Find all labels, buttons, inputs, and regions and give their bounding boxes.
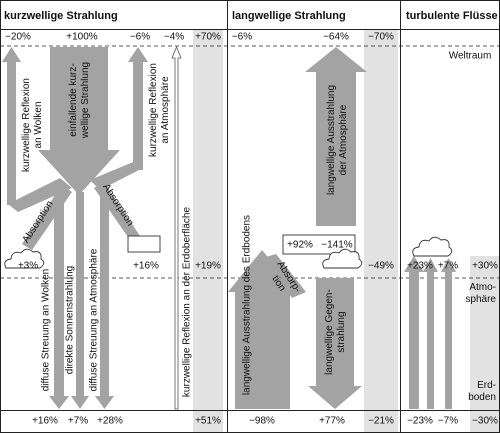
shaded-column bbox=[364, 30, 398, 433]
bottom-value: +7% bbox=[68, 416, 88, 427]
cloud bbox=[412, 236, 453, 257]
value-label: +7% bbox=[438, 261, 458, 272]
label-line: langwellige Ausstrahlung bbox=[326, 85, 337, 195]
label: diffuse Streuung an Atmosphäre bbox=[89, 248, 100, 391]
value-label: +23% bbox=[407, 261, 433, 272]
layer-label: Atmo-sphäre bbox=[465, 282, 496, 305]
top-value: −70% bbox=[368, 32, 394, 43]
label: diffuse Streuung an Wolken bbox=[41, 269, 52, 392]
label-line: strahlung bbox=[336, 311, 347, 352]
top-value: −6% bbox=[130, 32, 150, 43]
arrow-sensible bbox=[404, 256, 424, 409]
top-value: −64% bbox=[323, 32, 349, 43]
label: kurzwellige Reflexionan Atmosphäre bbox=[148, 63, 171, 157]
label-line: an Atmosphäre bbox=[160, 76, 171, 144]
bottom-value: −23% bbox=[407, 416, 433, 427]
arrow-direct bbox=[71, 192, 89, 409]
bottom-value: −30% bbox=[472, 416, 498, 427]
label-line: kurzwellige Reflexion bbox=[21, 78, 32, 172]
top-value: +100% bbox=[66, 32, 98, 43]
arrow-latent bbox=[441, 258, 456, 409]
cloud bbox=[322, 248, 363, 269]
label: kurzwellige Reflexionan Wolken bbox=[21, 78, 44, 172]
value-label: +19% bbox=[195, 261, 221, 272]
label: langwellige Ausstrahlung des Erdbodens bbox=[242, 215, 253, 395]
label-line: kurzwellige Reflexion bbox=[148, 63, 159, 157]
arrow-incoming bbox=[38, 47, 120, 195]
shaded-column bbox=[470, 256, 500, 433]
top-value: +70% bbox=[195, 32, 221, 43]
bottom-value: +16% bbox=[32, 416, 58, 427]
bottom-value: −7% bbox=[438, 416, 458, 427]
bottom-value: +77% bbox=[319, 416, 345, 427]
value-label: +16% bbox=[133, 261, 159, 272]
label: kurzwellige Reflexion an der Erdoberfläc… bbox=[182, 207, 193, 398]
bottom-value: −21% bbox=[368, 416, 394, 427]
label-line: der Atmosphäre bbox=[338, 104, 349, 175]
label: direkte Sonnenstrahlung bbox=[65, 266, 76, 374]
atmosphere-box bbox=[127, 235, 161, 253]
arrow-reflection-atmosphere bbox=[128, 47, 148, 170]
cloud bbox=[4, 248, 45, 269]
layer-label: Weltraum bbox=[449, 51, 492, 62]
label: langwellige Gegen-strahlung bbox=[324, 289, 347, 375]
arrow-emission-atmosphere bbox=[305, 47, 367, 226]
bottom-value: +28% bbox=[97, 416, 123, 427]
header: langwellige Strahlung bbox=[232, 10, 346, 22]
atmosphere-box bbox=[282, 234, 356, 255]
arrow-absorption bbox=[262, 254, 306, 298]
arrow-reflection-surface bbox=[171, 45, 182, 410]
top-value: −20% bbox=[5, 32, 31, 43]
arrow-emission-ground bbox=[228, 250, 297, 409]
layer-label-line: sphäre bbox=[465, 294, 496, 305]
label-line: langwellige Gegen- bbox=[324, 289, 335, 375]
arrow-diffuse-atmosphere bbox=[95, 190, 114, 409]
value-label: −49% bbox=[368, 261, 394, 272]
top-value: −6% bbox=[232, 32, 252, 43]
shaded-column bbox=[193, 30, 223, 433]
value-label: +3% bbox=[18, 261, 38, 272]
arrow-reflection-clouds bbox=[2, 47, 21, 205]
layer-label-line: Erd- bbox=[477, 380, 496, 391]
top-value: −4% bbox=[164, 32, 184, 43]
label-line: an Wolken bbox=[33, 101, 44, 148]
bottom-value: +51% bbox=[195, 416, 221, 427]
arrow-diffuse-clouds bbox=[49, 190, 69, 409]
arrow-branch bbox=[8, 178, 72, 212]
value-label: +30% bbox=[472, 261, 498, 272]
arrow-sensible bbox=[423, 258, 438, 409]
header: kurzwellige Strahlung bbox=[4, 10, 118, 22]
value-label: −141% bbox=[321, 240, 353, 251]
layer-label: Erd-boden bbox=[468, 380, 496, 403]
bottom-value: −98% bbox=[249, 416, 275, 427]
label: einfallende kurz-wellige Strahlung bbox=[68, 62, 91, 139]
arrow-back-radiation bbox=[308, 278, 362, 409]
label: langwellige Ausstrahlungder Atmosphäre bbox=[326, 85, 349, 195]
layer-label-line: boden bbox=[468, 392, 496, 403]
header: turbulente Flüsse bbox=[406, 10, 498, 22]
label-line: wellige Strahlung bbox=[80, 62, 91, 139]
layer-label-line: Atmo- bbox=[469, 282, 496, 293]
label-line: einfallende kurz- bbox=[68, 63, 79, 136]
value-label: +92% bbox=[287, 240, 313, 251]
